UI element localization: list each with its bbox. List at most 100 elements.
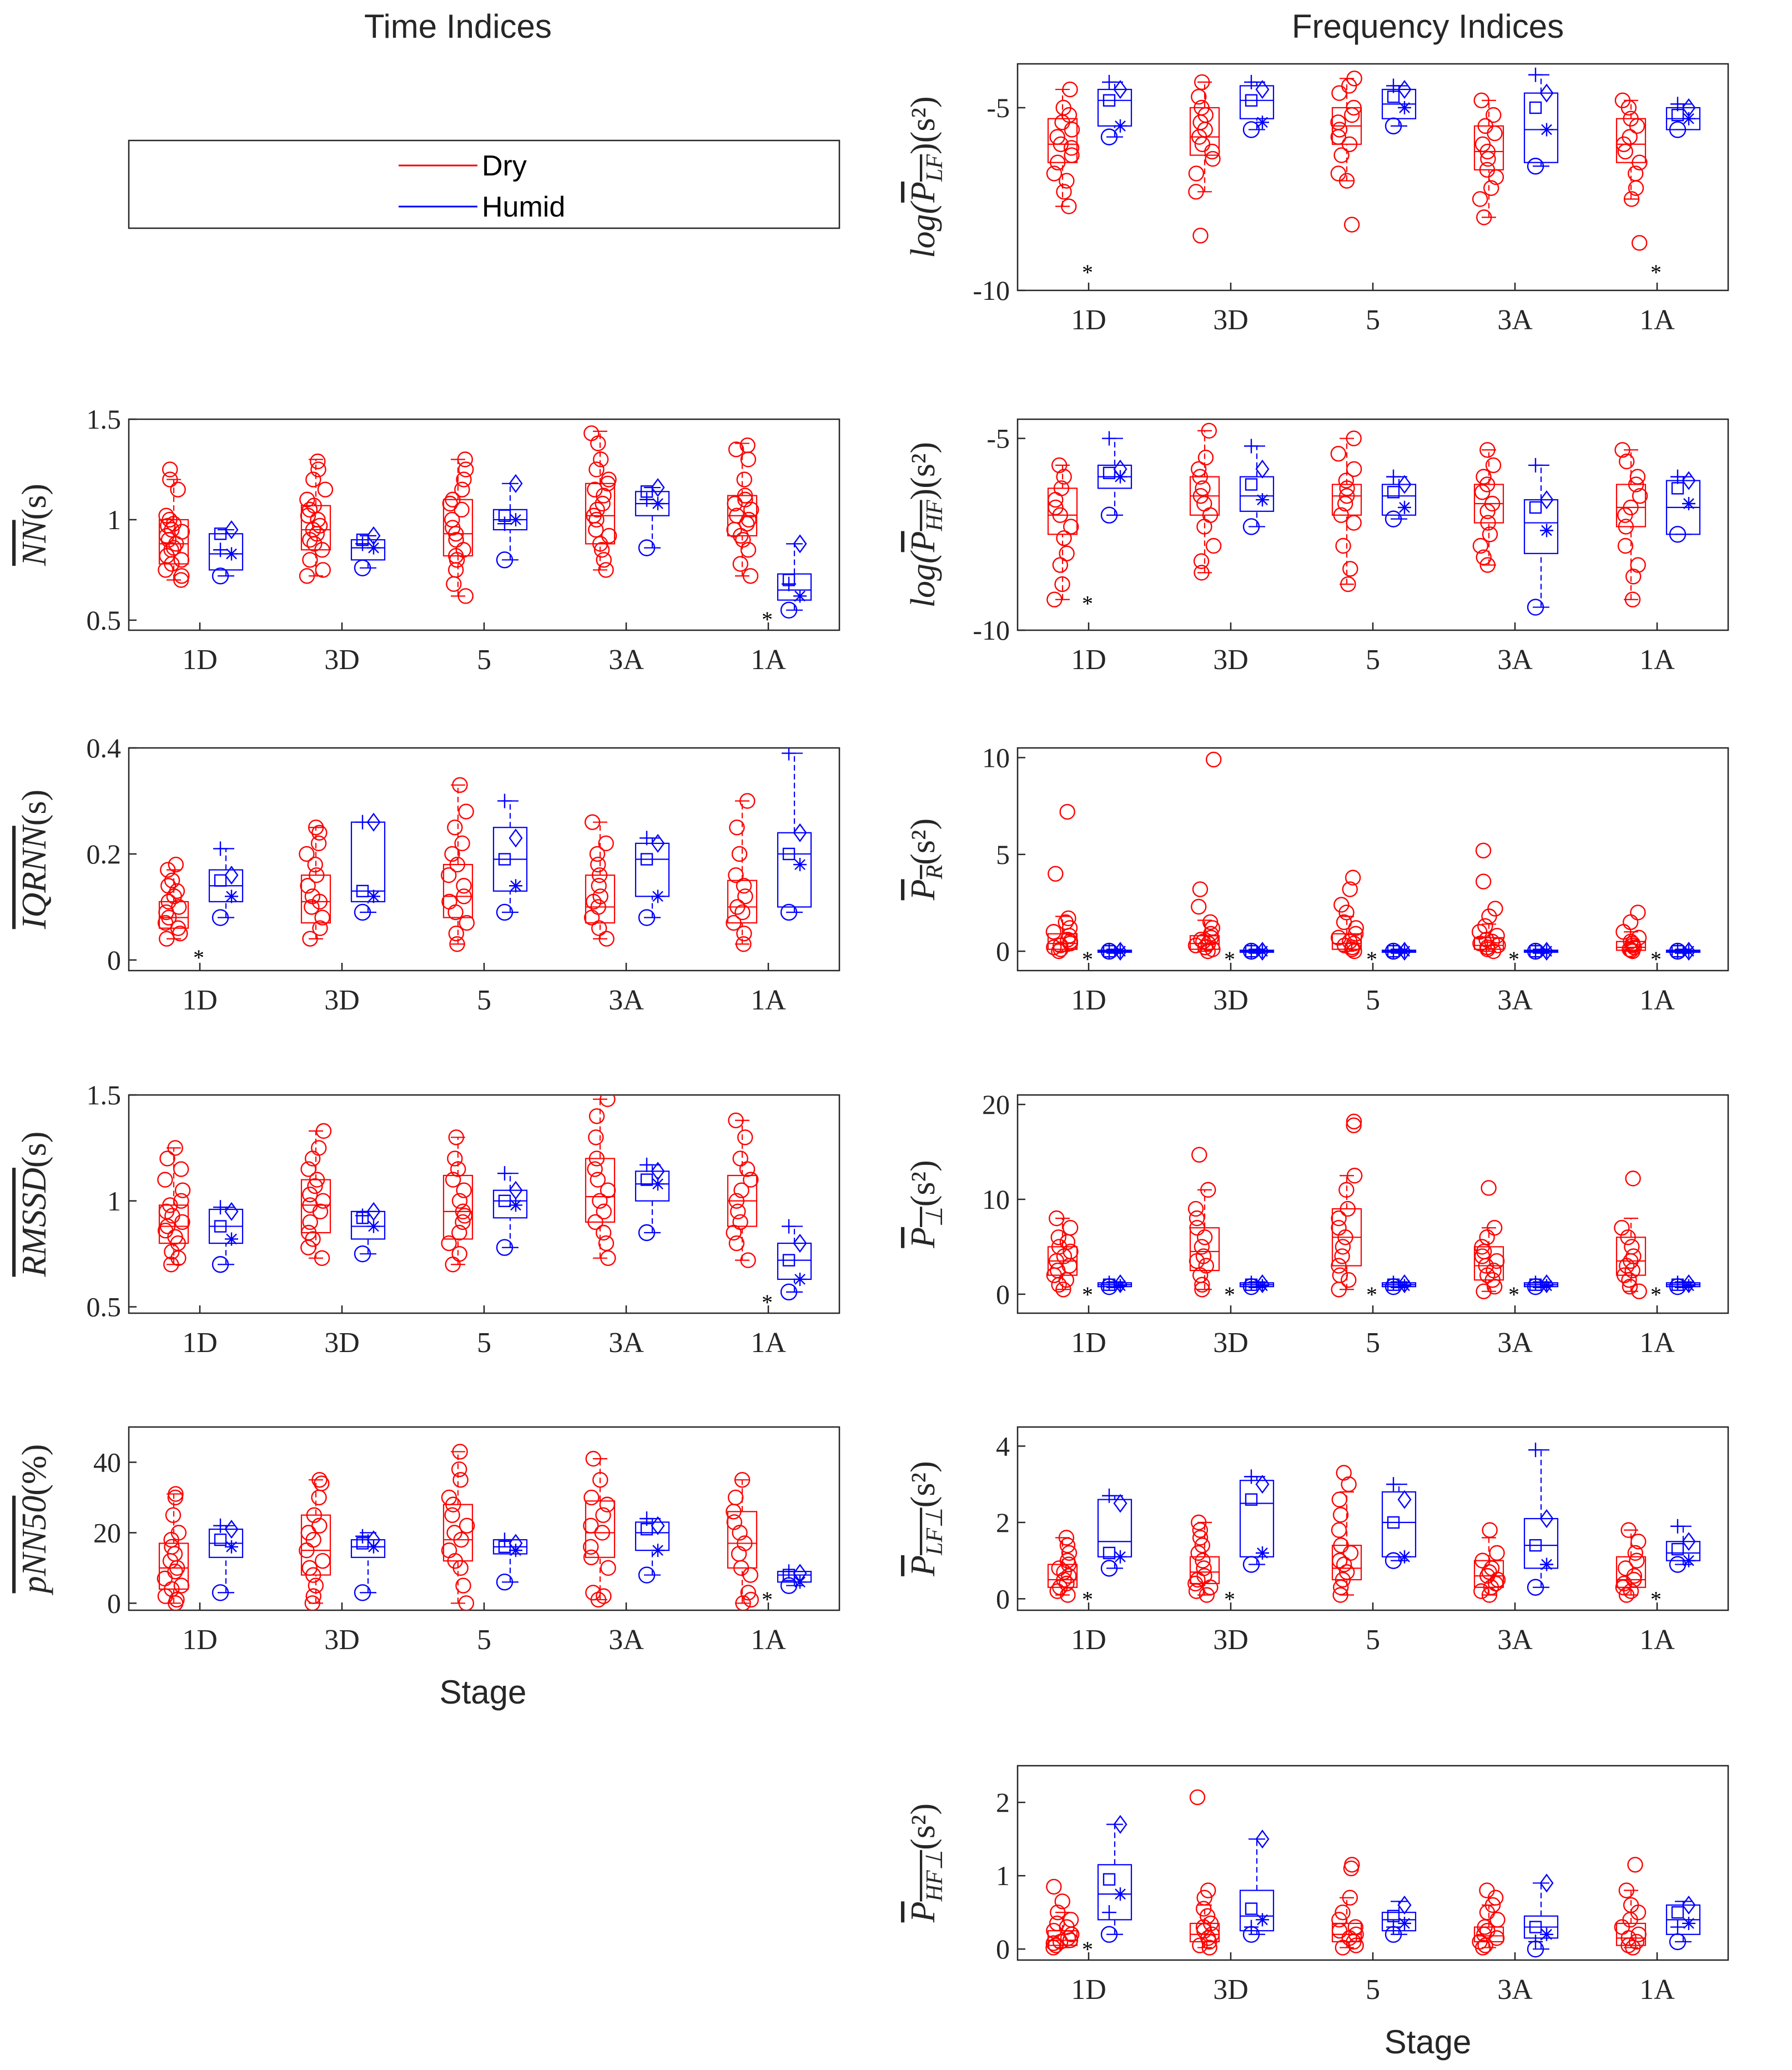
significance-marker: *: [762, 1587, 773, 1612]
data-point: [1348, 1926, 1364, 1942]
data-point: [740, 1585, 756, 1601]
data-point: [1670, 97, 1685, 112]
data-point: [1049, 154, 1066, 170]
data-point: [733, 1182, 749, 1198]
data-point: [509, 1544, 522, 1557]
data-point: [1198, 1258, 1214, 1274]
x-tick-label: 3A: [608, 1624, 644, 1656]
data-point: [598, 835, 614, 852]
data-point: [1623, 191, 1640, 207]
data-point: [1540, 944, 1553, 958]
plot-content: [1046, 423, 1701, 616]
data-point: [1114, 1550, 1127, 1564]
data-point: [1484, 1897, 1501, 1913]
data-point: [1189, 1210, 1205, 1227]
x-tick-label: 1D: [182, 984, 218, 1016]
data-point: [598, 931, 615, 947]
data-point: [1682, 944, 1695, 958]
data-point: [173, 552, 189, 568]
data-point: [1481, 1180, 1497, 1196]
data-point: [1397, 1274, 1412, 1294]
data-point: [496, 551, 514, 569]
data-point: [213, 1518, 228, 1533]
data-point: [1256, 115, 1269, 129]
data-point: [1475, 842, 1492, 859]
data-point: [1486, 1262, 1502, 1279]
x-tick-label: 1D: [182, 1624, 218, 1656]
data-point: [509, 1198, 522, 1212]
data-point: [1618, 519, 1634, 535]
data-point: [1340, 576, 1356, 592]
data-point: [1347, 1919, 1363, 1935]
data-point: [1625, 1248, 1642, 1264]
data-point: [454, 835, 470, 852]
data-point: [1632, 154, 1648, 170]
data-point: [356, 885, 369, 897]
data-point: [354, 559, 371, 577]
panel-plfperp: 0 2 4 1D 3D 5 3A 1A PLF⊥(s²) * * *: [904, 1426, 1729, 1656]
data-point: [317, 481, 334, 498]
box: [1473, 125, 1504, 170]
data-point: [1331, 930, 1347, 946]
box: [727, 1511, 758, 1569]
data-point: [1529, 1921, 1542, 1933]
data-point: [1051, 943, 1067, 959]
data-point: [1331, 1922, 1348, 1939]
data-point: [225, 890, 238, 903]
box: [1473, 937, 1504, 950]
data-point: [315, 1552, 331, 1569]
panel-pr: 0 5 10 1D 3D 5 3A 1A PR(s²) * * * * *: [904, 742, 1729, 1016]
data-point: [1343, 217, 1360, 233]
data-point: [162, 511, 178, 528]
significance-marker: *: [1224, 947, 1235, 972]
data-point: [728, 1112, 744, 1128]
data-point: [589, 846, 606, 862]
data-point: [585, 1585, 601, 1601]
box: [158, 1543, 189, 1590]
data-point: [590, 899, 606, 915]
data-point: [1477, 118, 1493, 134]
data-point: [735, 531, 751, 548]
data-point: [1100, 128, 1118, 145]
data-point: [354, 1245, 371, 1263]
data-point: [1244, 1469, 1259, 1484]
box: [442, 1174, 474, 1240]
panel-rmssd: 0.5 1 1.5 1D 3D 5 3A 1A RMSSD(s) *: [16, 1079, 840, 1359]
x-tick-label: 5: [1366, 1624, 1380, 1656]
panel-pperp: 0 10 20 1D 3D 5 3A 1A P⊥(s²) * * * * *: [904, 1089, 1729, 1359]
data-point: [782, 748, 796, 761]
significance-marker: *: [762, 1290, 773, 1315]
y-tick-label: -5: [986, 92, 1010, 123]
data-point: [1682, 471, 1696, 490]
data-point: [311, 1471, 328, 1488]
data-point: [588, 1150, 605, 1167]
data-point: [314, 910, 330, 926]
data-point: [442, 495, 458, 512]
data-point: [1670, 944, 1685, 959]
data-point: [1632, 488, 1648, 504]
data-point: [1614, 442, 1630, 458]
box: [1239, 1890, 1275, 1932]
data-point: [1475, 873, 1492, 890]
data-point: [225, 547, 238, 561]
data-point: [301, 1560, 318, 1576]
significance-marker: *: [1366, 1282, 1377, 1307]
data-point: [726, 915, 742, 931]
data-point: [1049, 129, 1065, 145]
data-point: [1485, 457, 1502, 474]
data-point: [1256, 944, 1269, 958]
data-point: [1059, 803, 1075, 820]
data-point: [301, 501, 318, 518]
data-point: [1199, 1587, 1215, 1603]
data-point: [1625, 1170, 1641, 1187]
x-tick-label: 5: [1366, 644, 1380, 676]
data-point: [1682, 942, 1696, 961]
data-point: [163, 542, 179, 558]
data-point: [1333, 897, 1350, 913]
x-tick-label: 3D: [1213, 1327, 1249, 1359]
data-point: [1682, 112, 1695, 125]
data-point: [638, 1224, 656, 1242]
data-point: [366, 526, 381, 545]
data-point: [782, 576, 796, 591]
data-point: [1333, 1537, 1349, 1554]
